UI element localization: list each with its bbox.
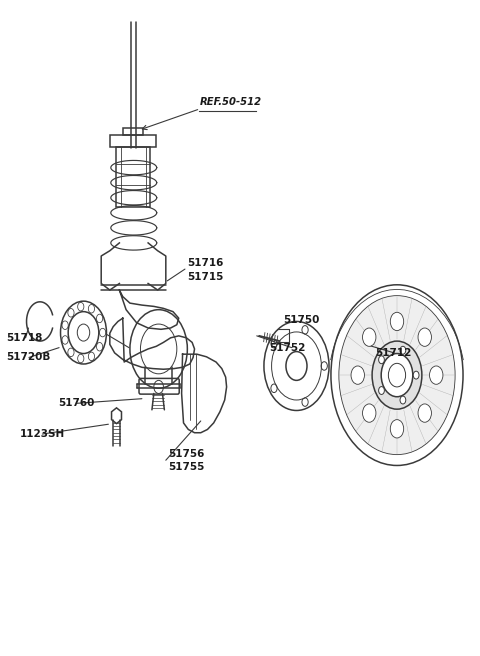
Bar	[116, 147, 151, 207]
Circle shape	[362, 404, 376, 422]
Text: 51716: 51716	[187, 258, 224, 268]
Circle shape	[418, 328, 432, 346]
Circle shape	[339, 296, 455, 455]
Text: 51718: 51718	[6, 333, 43, 343]
Circle shape	[400, 346, 406, 354]
Text: 51755: 51755	[168, 462, 204, 472]
Circle shape	[372, 341, 422, 409]
Text: 51712: 51712	[375, 348, 411, 358]
Circle shape	[351, 366, 364, 384]
Text: 51756: 51756	[168, 449, 204, 459]
Circle shape	[413, 371, 419, 379]
Circle shape	[400, 396, 406, 404]
Circle shape	[362, 328, 376, 346]
Circle shape	[381, 354, 413, 397]
Text: 51760: 51760	[58, 398, 95, 408]
Circle shape	[379, 386, 384, 394]
Bar	[110, 135, 156, 147]
Bar	[123, 129, 144, 135]
Circle shape	[379, 356, 384, 363]
Text: 51750: 51750	[283, 315, 320, 325]
Circle shape	[418, 404, 432, 422]
Text: 51715: 51715	[187, 272, 224, 282]
Text: 51720B: 51720B	[6, 352, 51, 363]
Text: 1123SH: 1123SH	[20, 429, 65, 439]
Circle shape	[430, 366, 443, 384]
Text: REF.50-512: REF.50-512	[199, 97, 262, 107]
Circle shape	[390, 420, 404, 438]
Text: 51752: 51752	[269, 342, 305, 353]
Circle shape	[390, 312, 404, 331]
